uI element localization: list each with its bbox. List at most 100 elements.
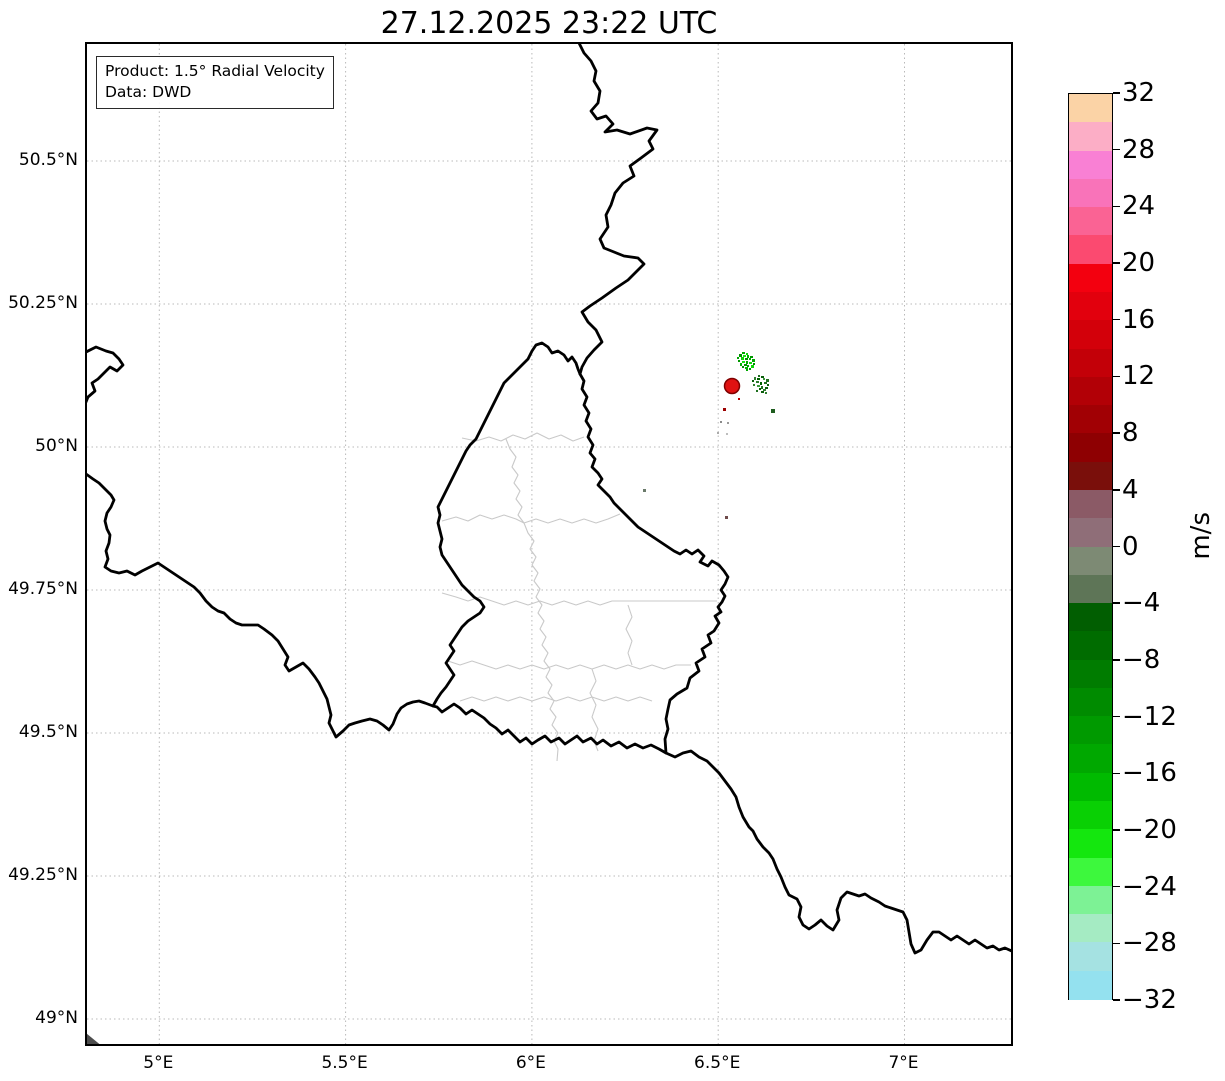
radar-echo-cell [749,368,751,370]
colorbar-segment [1069,772,1112,802]
colorbar-segment [1069,178,1112,208]
colorbar-tick-mark [1113,375,1120,378]
colorbar-tick-label: 0 [1122,531,1139,562]
radar-echo-cell [740,363,742,366]
latitude-tick-label: 49.75°N [8,579,78,599]
colorbar-segment [1069,970,1112,1000]
colorbar-tick-label: 28 [1122,134,1156,165]
radar-echo-cell [747,365,749,367]
radar-echo-cell [761,391,764,393]
radar-echo-cell [761,386,763,389]
radar-echo-cell [752,359,755,362]
radar-echo-cell [760,382,762,385]
colorbar-tick-mark [1113,545,1120,548]
latitude-tick-label: 50°N [35,436,78,456]
longitude-tick-label: 5°E [143,1053,174,1073]
colorbar-tick-label: −24 [1122,871,1177,902]
radar-site-marker [723,377,741,395]
radar-echo-cell [766,379,769,382]
colorbar-tick-label: −20 [1122,814,1177,845]
colorbar-tick-mark [1113,829,1120,831]
colorbar-segment [1069,603,1112,632]
colorbar-tick-label: −12 [1122,701,1177,732]
colorbar-segment [1069,94,1112,123]
colorbar-segment [1069,122,1112,152]
longitude-tick-label: 7°E [888,1053,919,1073]
radar-echo-cell [750,356,753,358]
colorbar-segment [1069,376,1112,406]
radar-echo-cell [759,388,761,390]
longitude-tick-label: 6°E [515,1053,546,1073]
colorbar-segment [1069,518,1112,547]
colorbar-segment [1069,235,1112,265]
radar-echo-cell [749,358,751,360]
latitude-tick-label: 49°N [35,1008,78,1028]
colorbar-segment [1069,942,1112,972]
radar-echo-cell [739,354,742,357]
colorbar-tick-label: 8 [1122,418,1139,449]
colorbar-segment [1069,801,1112,830]
product-info-line: Product: 1.5° Radial Velocity [105,62,325,80]
colorbar-tick-mark [1113,942,1120,944]
radar-echo-cell [742,366,744,368]
radar-echo-cell [767,384,769,386]
colorbar-segment [1069,687,1112,717]
radar-echo-cell [765,392,767,394]
radar-echo-cell [742,352,745,354]
radar-echo-cell [727,422,729,424]
fr-be-border [87,472,435,739]
map-canvas [87,44,1011,1044]
radar-echo-cell [761,376,764,378]
colorbar-tick-mark [1113,148,1120,151]
canton-line-s3 [459,696,653,702]
radar-echo-cell [757,378,760,380]
colorbar-segment [1069,829,1112,859]
colorbar-segment [1069,744,1112,774]
radar-echo-cell [720,421,722,423]
data-source-line: Data: DWD [105,83,192,101]
colorbar-segment [1069,631,1112,661]
be-de-border [577,44,659,376]
fr-de-border [664,749,1011,955]
radar-echo-cell [756,381,759,383]
radar-echo-cell [738,398,740,400]
radar-echo-cell [764,382,767,384]
radar-echo-cell [765,387,768,389]
canton-line-cv [523,522,559,762]
colorbar-tick-label: −8 [1122,644,1161,675]
colorbar-segment [1069,320,1112,350]
radar-echo-cell [753,363,755,365]
latitude-tick-label: 49.5°N [18,722,78,742]
colorbar-segment [1069,716,1112,745]
canton-line-sv1 [589,668,599,752]
colorbar-segment [1069,348,1112,378]
radar-echo-cell [742,361,745,363]
colorbar-segment [1069,885,1112,915]
radar-echo-cell [754,377,756,380]
radar-echo-cell [741,357,744,360]
colorbar-tick-mark [1113,772,1120,774]
colorbar-tick-label: 32 [1122,78,1156,108]
colorbar-tick-mark [1113,432,1120,434]
colorbar-segment [1069,433,1112,463]
colorbar-tick-label: −32 [1122,985,1177,1015]
radar-echo-cell [643,489,646,492]
colorbar-segment [1069,659,1112,689]
colorbar-segment [1069,857,1112,887]
colorbar-tick-mark [1113,885,1120,888]
colorbar-tick-label: −16 [1122,758,1177,789]
colorbar-segment [1069,914,1112,943]
colorbar-segment [1069,207,1112,236]
colorbar-tick-label: 24 [1122,191,1156,222]
canton-line-s1 [441,592,717,606]
longitude-tick-label: 5.5°E [321,1053,368,1073]
colorbar-tick-label: −28 [1122,928,1177,959]
radar-echo-cell [723,408,726,411]
radar-echo-cell [747,355,749,358]
radar-echo-cell [726,433,728,435]
colorbar-segment [1069,405,1112,434]
canton-line-s2 [447,660,691,670]
luxembourg-border [431,341,730,755]
colorbar-tick-mark [1113,489,1120,491]
